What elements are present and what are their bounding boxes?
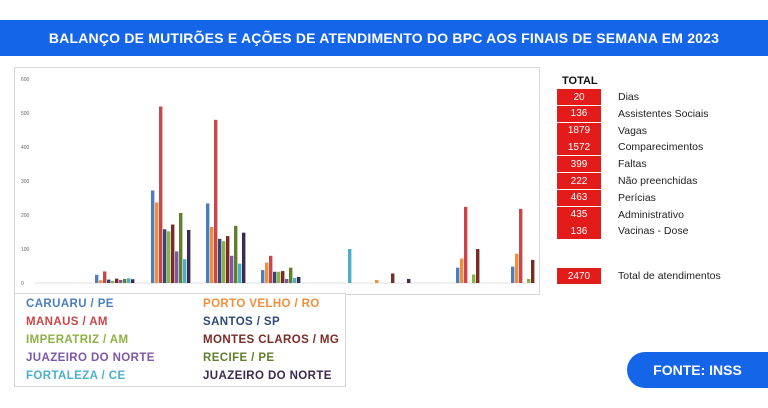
bar-chart: 0 100 200 300 400 500 600 xyxy=(21,77,535,287)
bar xyxy=(175,251,179,283)
bar xyxy=(289,267,293,283)
total-label: Perícias xyxy=(618,191,656,204)
y-tick-label: 400 xyxy=(21,145,30,151)
chart-legend: CARUARU / PE PORTO VELHO / RO MANAUS / AM S… xyxy=(14,293,346,387)
bar xyxy=(222,241,226,283)
bar xyxy=(472,274,476,283)
bar xyxy=(261,270,265,283)
bar xyxy=(375,279,379,283)
bar xyxy=(218,238,222,283)
bar xyxy=(391,273,395,283)
title-bar: BALANÇO DE MUTIRÕES E AÇÕES DE ATENDIMEN… xyxy=(0,20,768,56)
total-label: Vagas xyxy=(618,124,647,137)
bar xyxy=(119,279,123,283)
legend-entry: JUAZEIRO DO NORTE xyxy=(203,370,332,382)
bar xyxy=(155,202,159,283)
bar xyxy=(115,278,119,283)
bar xyxy=(127,278,131,283)
bar xyxy=(460,258,464,283)
bar xyxy=(163,229,167,283)
y-tick-label: 100 xyxy=(21,247,30,253)
bar xyxy=(238,263,242,283)
total-label: Assistentes Sociais xyxy=(618,107,709,120)
bar xyxy=(159,106,163,283)
total-value: 136 xyxy=(557,223,601,240)
total-value: 399 xyxy=(557,156,601,173)
total-value: 1572 xyxy=(557,139,601,156)
bar xyxy=(407,278,411,283)
bar xyxy=(151,190,155,283)
bar xyxy=(206,203,210,283)
bar xyxy=(531,259,535,283)
y-tick-label: 300 xyxy=(21,179,30,185)
total-value: 1879 xyxy=(557,122,601,139)
bar xyxy=(277,271,281,283)
bar xyxy=(171,224,175,283)
bar xyxy=(527,278,531,283)
bar xyxy=(464,206,468,283)
bar xyxy=(234,225,238,283)
bar xyxy=(265,262,269,283)
grand-total-label: Total de atendimentos xyxy=(618,270,721,282)
bar xyxy=(95,274,99,283)
bar xyxy=(519,208,523,283)
legend-entry: RECIFE / PE xyxy=(203,352,275,364)
bar xyxy=(230,255,234,283)
total-label: Vacinas - Dose xyxy=(618,225,689,238)
legend-entry: PORTO VELHO / RO xyxy=(203,298,320,310)
totals-header: TOTAL xyxy=(562,75,598,87)
bar xyxy=(456,267,460,283)
page-title: BALANÇO DE MUTIRÕES E AÇÕES DE ATENDIMEN… xyxy=(48,30,720,46)
legend-entry: IMPERATRIZ / AM xyxy=(26,334,129,346)
grand-total-value: 2470 xyxy=(557,268,601,284)
bar xyxy=(293,277,297,283)
total-label: Administrativo xyxy=(618,208,684,221)
total-value: 435 xyxy=(557,206,601,223)
bar xyxy=(167,231,171,283)
bar xyxy=(183,259,187,283)
bar xyxy=(273,271,277,283)
bar xyxy=(214,119,218,283)
bar xyxy=(131,279,135,283)
bar xyxy=(99,280,103,283)
bar xyxy=(210,226,214,283)
legend-entry: MANAUS / AM xyxy=(26,316,108,328)
y-tick-label: 600 xyxy=(21,77,30,83)
legend-entry: SANTOS / SP xyxy=(203,316,281,328)
bar xyxy=(476,249,480,283)
bar xyxy=(103,271,107,283)
total-label: Comparecimentos xyxy=(618,141,704,154)
source-badge: FONTE: INSS xyxy=(627,352,768,388)
legend-entry: MONTES CLAROS / MG xyxy=(203,334,340,346)
y-tick-label: 200 xyxy=(21,213,30,219)
bar xyxy=(111,280,115,283)
source-label: FONTE: INSS xyxy=(653,362,742,378)
bar xyxy=(226,236,230,283)
bar xyxy=(281,271,285,283)
y-tick-label: 500 xyxy=(21,111,30,117)
bar xyxy=(511,266,515,283)
bar xyxy=(179,212,183,283)
bar xyxy=(515,253,519,283)
total-label: Não preenchidas xyxy=(618,175,698,187)
total-value: 222 xyxy=(557,173,601,189)
bar xyxy=(123,278,127,283)
y-tick-label: 0 xyxy=(21,281,24,287)
legend-entry: JUAZEIRO DO NORTE xyxy=(26,352,155,364)
total-value: 20 xyxy=(557,89,601,105)
bar xyxy=(348,249,352,283)
bar xyxy=(297,276,301,283)
chart-area: 0 100 200 300 400 500 600 xyxy=(14,67,540,295)
total-value: 463 xyxy=(557,189,601,206)
total-value: 136 xyxy=(557,105,601,122)
bar xyxy=(269,255,273,283)
legend-entry: FORTALEZA / CE xyxy=(26,370,126,382)
bar xyxy=(187,229,191,283)
bar xyxy=(285,278,289,283)
bar xyxy=(107,279,111,283)
legend-entry: CARUARU / PE xyxy=(26,298,114,310)
bar xyxy=(242,232,246,283)
total-label: Faltas xyxy=(618,158,647,171)
total-label: Dias xyxy=(618,91,640,103)
